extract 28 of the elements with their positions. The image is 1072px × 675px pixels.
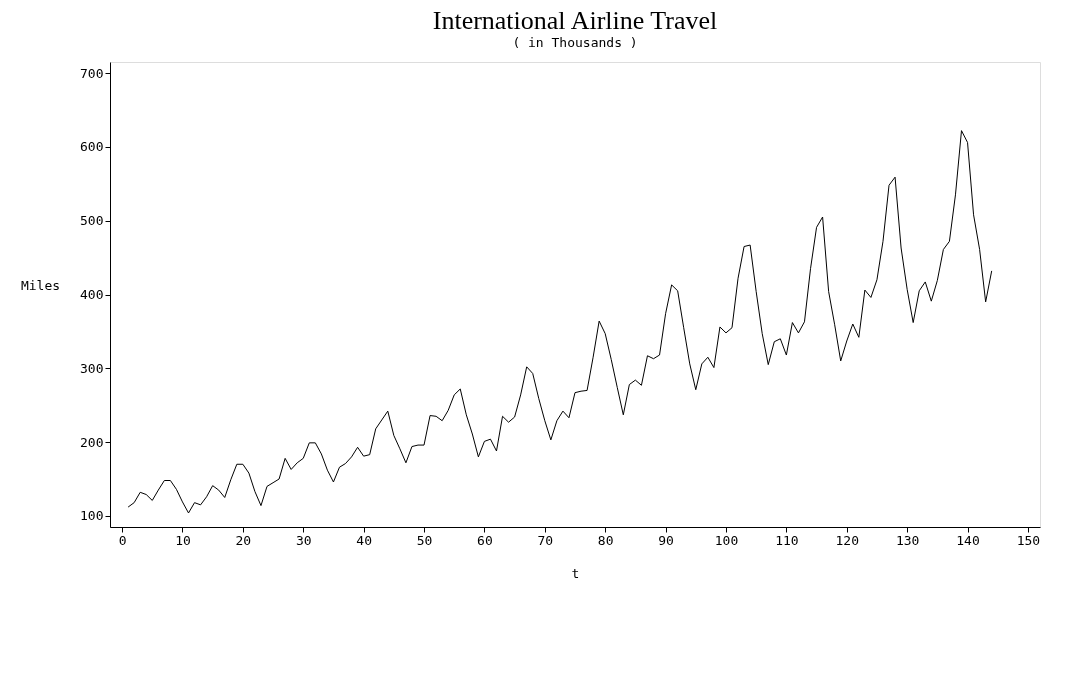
- x-tick-label: 50: [416, 532, 433, 548]
- y-tick-label: 600: [80, 139, 104, 155]
- x-tick-label: 40: [356, 532, 372, 548]
- y-tick-label: 200: [80, 434, 104, 450]
- x-tick-label: 130: [895, 532, 920, 548]
- x-tick-label: 110: [775, 532, 799, 548]
- x-tick-label: 0: [118, 532, 127, 548]
- chart-subtitle: ( in Thousands ): [512, 35, 638, 50]
- y-tick-label: 300: [80, 360, 104, 376]
- x-tick-label: 90: [658, 532, 674, 548]
- x-axis-title: t: [571, 565, 580, 581]
- x-tick-label: 140: [956, 532, 980, 548]
- x-tick-label: 150: [1016, 532, 1041, 548]
- chart-title: International Airline Travel: [432, 6, 718, 35]
- x-tick-label: 20: [235, 532, 252, 548]
- x-tick-label: 120: [835, 532, 859, 548]
- x-tick-label: 60: [477, 532, 493, 548]
- y-axis-title: Miles: [20, 277, 61, 293]
- x-tick-label: 100: [714, 532, 739, 548]
- x-tick-label: 80: [597, 532, 614, 548]
- x-tick-label: 70: [537, 532, 554, 548]
- x-tick-label: 10: [175, 532, 191, 548]
- line-series: [127, 130, 993, 514]
- y-tick-label: 700: [80, 65, 104, 81]
- y-tick-label: 500: [80, 213, 104, 229]
- y-tick-label: 400: [80, 287, 104, 302]
- x-tick-label: 30: [295, 532, 312, 548]
- y-tick-label: 100: [80, 508, 104, 524]
